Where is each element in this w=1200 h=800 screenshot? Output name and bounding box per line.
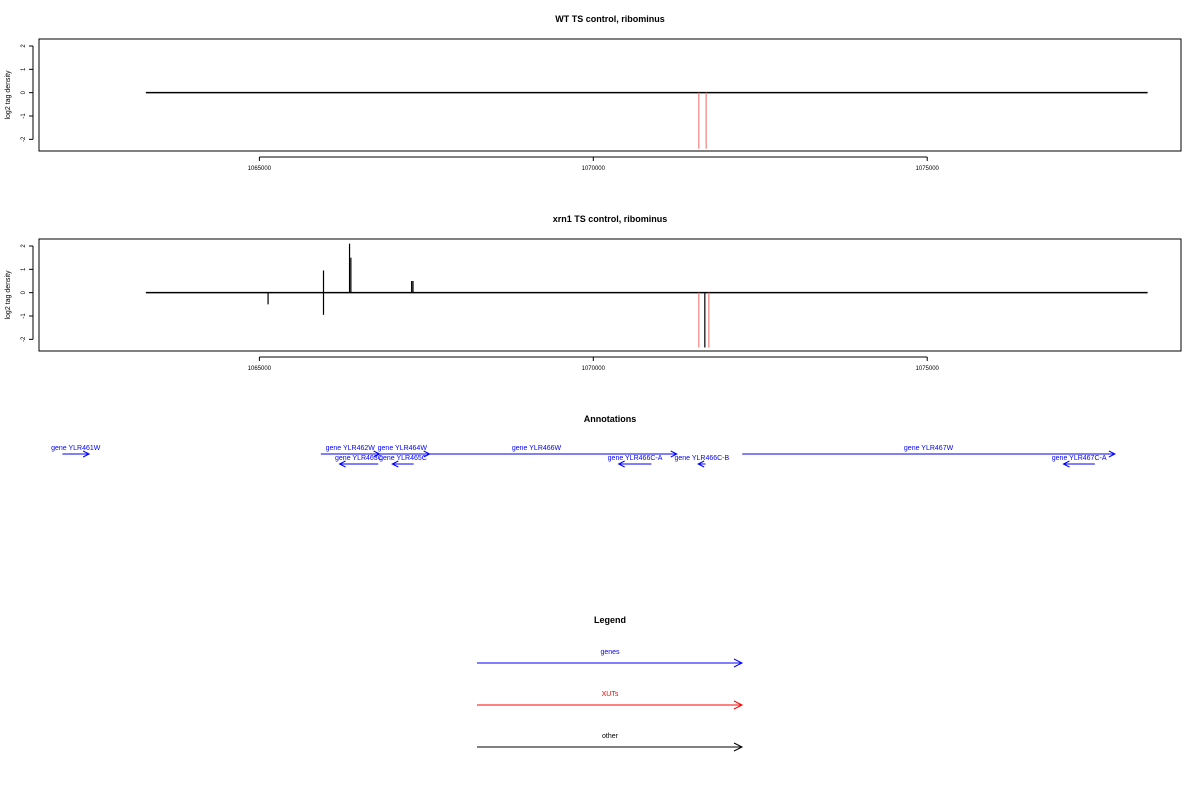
annotations-panel: Annotations gene YLR461W gene YLR462W gene…	[51, 414, 1116, 468]
gene-feature: gene YLR465C	[379, 455, 427, 468]
gene-arrowhead	[617, 460, 625, 468]
legend-item: other	[477, 733, 744, 752]
gene-arrowhead	[1108, 450, 1116, 458]
xrn1-x-tick-label: 1070000	[582, 366, 606, 372]
gene-label: gene YLR466W	[512, 445, 562, 452]
gene-arrowhead	[1062, 460, 1070, 468]
legend-item: genes	[477, 649, 744, 668]
xrn1-x-tick-label: 1065000	[248, 366, 272, 372]
wt-y-tick-label: -2	[21, 136, 27, 142]
wt-x-tick-label: 1075000	[916, 166, 940, 172]
xrn1-y-axis: -2 -1 0 1 2	[21, 244, 34, 342]
legend-arrowhead	[733, 700, 744, 710]
gene-feature: gene YLR467W	[742, 445, 1116, 458]
legend-panel: Legend genes XUTs other	[477, 615, 744, 752]
wt-y-tick-label: -1	[21, 113, 27, 119]
gene-feature: gene YLR466C-B	[674, 455, 730, 468]
xrn1-y-tick-label: 2	[21, 244, 27, 248]
legend-item: XUTs	[477, 691, 744, 710]
xrn1-y-axis-label: log2 tag density	[5, 270, 12, 320]
gene-tracks: gene YLR461W gene YLR462W gene YLR464W gene…	[51, 445, 1116, 468]
xrn1-y-tick-label: -2	[21, 336, 27, 342]
annotations-title: Annotations	[584, 414, 637, 424]
legend-title: Legend	[594, 615, 626, 625]
xrn1-x-axis: 1065000 1070000 1075000	[248, 356, 940, 372]
xrn1-y-tick-label: -1	[21, 313, 27, 319]
gene-feature: gene YLR467C-A	[1052, 455, 1107, 468]
wt-panel-title: WT TS control, ribominus	[555, 14, 665, 24]
gene-label: gene YLR466C-A	[608, 455, 663, 462]
gene-feature: gene YLR466W	[396, 445, 678, 458]
wt-y-tick-label: 0	[21, 90, 27, 94]
xrn1-x-tick-label: 1075000	[916, 366, 940, 372]
wt-y-axis-label: log2 tag density	[5, 70, 12, 120]
wt-x-tick-label: 1070000	[582, 166, 606, 172]
gene-label: gene YLR464W	[378, 445, 428, 452]
legend-item-label: XUTs	[602, 691, 619, 698]
wt-x-tick-label: 1065000	[248, 166, 272, 172]
gene-arrowhead	[670, 450, 678, 458]
legend-item-label: genes	[600, 649, 620, 656]
legend-item-label: other	[602, 733, 619, 740]
wt-plot-frame	[38, 38, 1182, 152]
wt-density-panel: WT TS control, ribominus log2 tag densit…	[5, 14, 1182, 172]
xrn1-y-tick-label: 0	[21, 290, 27, 294]
gene-label: gene YLR463C	[335, 455, 383, 462]
wt-y-axis: -2 -1 0 1 2	[21, 44, 34, 142]
xrn1-plot-frame	[38, 238, 1182, 352]
gene-label: gene YLR466C-B	[674, 455, 729, 462]
wt-density-marks	[145, 91, 1148, 149]
gene-label: gene YLR461W	[51, 445, 101, 452]
wt-y-tick-label: 2	[21, 44, 27, 48]
gene-feature: gene YLR461W	[51, 445, 101, 458]
gene-label: gene YLR465C	[379, 455, 427, 462]
xrn1-density-panel: xrn1 TS control, ribominus log2 tag dens…	[5, 214, 1182, 372]
wt-y-tick-label: 1	[21, 67, 27, 71]
gene-feature: gene YLR463C	[335, 455, 383, 468]
gene-label: gene YLR467C-A	[1052, 455, 1107, 462]
wt-x-axis: 1065000 1070000 1075000	[248, 156, 940, 172]
gene-arrowhead	[391, 460, 399, 468]
xrn1-panel-title: xrn1 TS control, ribominus	[553, 214, 668, 224]
gene-arrowhead	[82, 450, 91, 458]
xrn1-y-tick-label: 1	[21, 267, 27, 271]
legend-arrowhead	[733, 658, 744, 668]
legend-arrowhead	[733, 742, 744, 752]
gene-arrowhead	[697, 460, 705, 468]
gene-arrowhead	[338, 460, 346, 468]
xrn1-density-marks	[145, 243, 1148, 348]
gene-label: gene YLR462W	[326, 445, 376, 452]
legend-items: genes XUTs other	[477, 649, 744, 752]
gene-feature: gene YLR466C-A	[608, 455, 663, 468]
gene-label: gene YLR467W	[904, 445, 954, 452]
